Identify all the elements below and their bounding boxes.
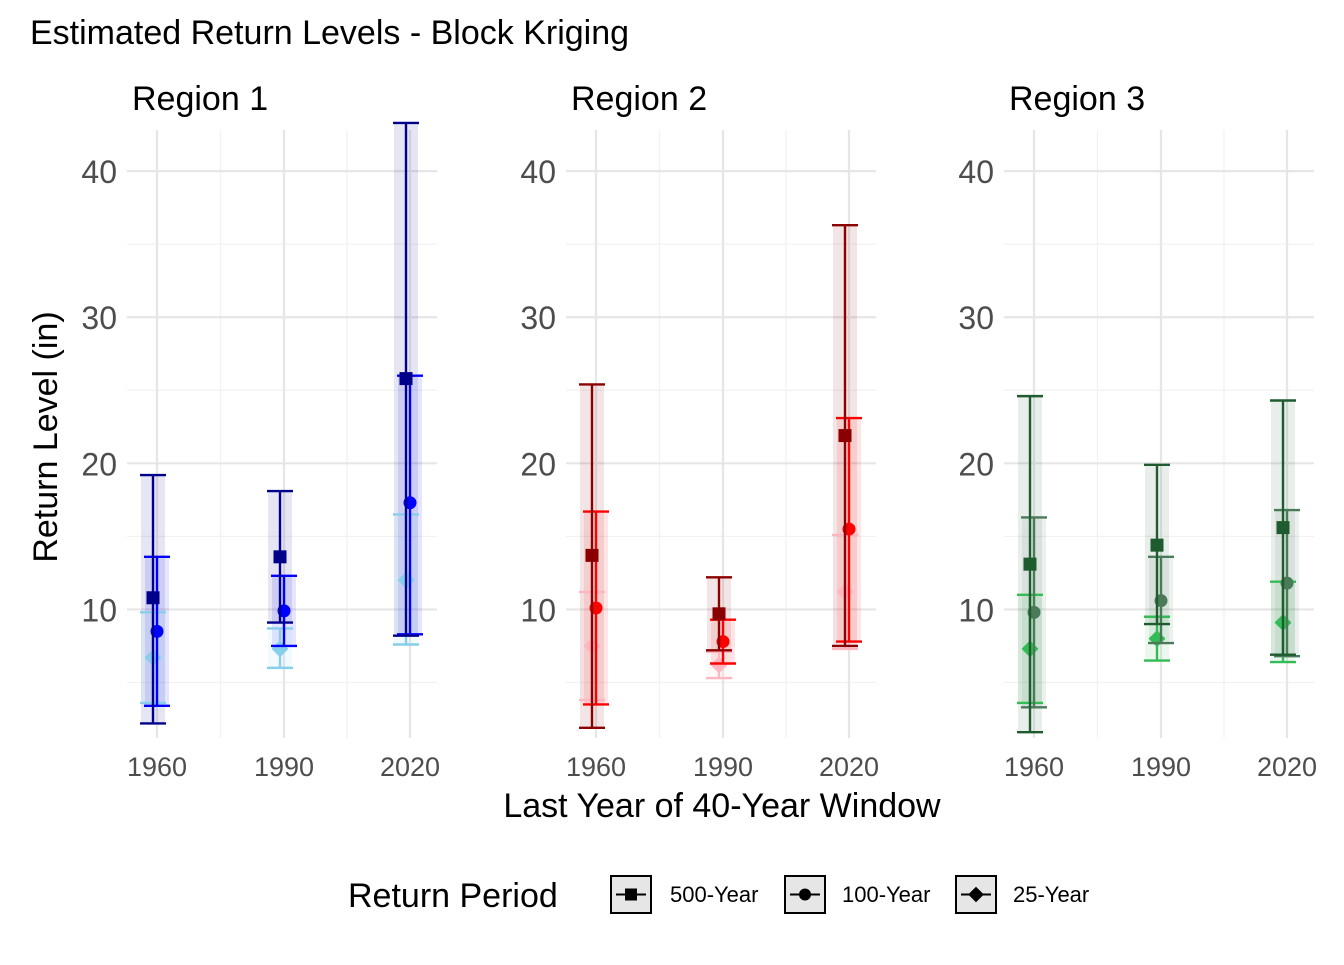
x-tick-label: 1990 <box>693 752 753 782</box>
marker-500-year <box>1023 557 1037 571</box>
x-tick-label: 1960 <box>127 752 187 782</box>
y-tick-label: 40 <box>958 154 994 190</box>
x-tick-label: 2020 <box>1257 752 1317 782</box>
y-axis-label: Return Level (in) <box>27 311 65 562</box>
marker-500-year <box>1276 521 1290 535</box>
y-tick-label: 40 <box>81 154 117 190</box>
marker-500-year <box>1150 538 1164 552</box>
y-tick-label: 30 <box>958 300 994 336</box>
x-tick-label: 1960 <box>1004 752 1064 782</box>
panel-2: Region 2 10 20 30 40 1960 1990 2020 <box>520 80 879 782</box>
marker-500-year <box>585 548 599 562</box>
marker-500-year <box>399 372 413 386</box>
x-tick-label: 1960 <box>566 752 626 782</box>
x-tick-label: 1990 <box>1131 752 1191 782</box>
y-tick-label: 10 <box>520 592 556 628</box>
y-tick-label: 30 <box>81 300 117 336</box>
legend-key-500-year <box>610 875 652 914</box>
legend-key-marker <box>625 888 637 901</box>
legend-key-25-year <box>955 875 997 914</box>
marker-500-year <box>273 550 287 564</box>
y-tick-label: 30 <box>520 300 556 336</box>
legend-key-marker <box>968 886 984 903</box>
marker-500-year <box>838 429 852 443</box>
y-tick-label: 40 <box>520 154 556 190</box>
panel-3: Region 3 10 20 30 40 1960 1990 2020 <box>958 80 1317 782</box>
x-axis-label: Last Year of 40-Year Window <box>503 787 941 825</box>
y-tick-label: 10 <box>81 592 117 628</box>
x-tick-label: 2020 <box>380 752 440 782</box>
panel-title: Region 1 <box>132 80 268 118</box>
panel-title: Region 2 <box>571 80 707 118</box>
legend-label: 25-Year <box>1013 882 1089 907</box>
legend: Return Period 500-Year 100-Year 25-Year <box>348 875 1089 915</box>
marker-500-year <box>712 607 726 621</box>
y-tick-label: 10 <box>958 592 994 628</box>
panel-title: Region 3 <box>1009 80 1145 118</box>
y-tick-label: 20 <box>520 446 556 482</box>
legend-title: Return Period <box>348 877 558 915</box>
x-tick-label: 1990 <box>254 752 314 782</box>
legend-label: 100-Year <box>842 882 930 907</box>
legend-key-100-year <box>784 875 826 914</box>
y-tick-label: 20 <box>958 446 994 482</box>
marker-25-year <box>271 640 289 658</box>
legend-key-marker <box>799 888 811 901</box>
x-tick-label: 2020 <box>819 752 879 782</box>
chart-title: Estimated Return Levels - Block Kriging <box>30 14 629 52</box>
marker-500-year <box>146 591 160 605</box>
y-tick-label: 20 <box>81 446 117 482</box>
legend-label: 500-Year <box>670 882 758 907</box>
panel-1: Region 1 10 20 30 40 1960 1990 2020 <box>81 80 440 782</box>
